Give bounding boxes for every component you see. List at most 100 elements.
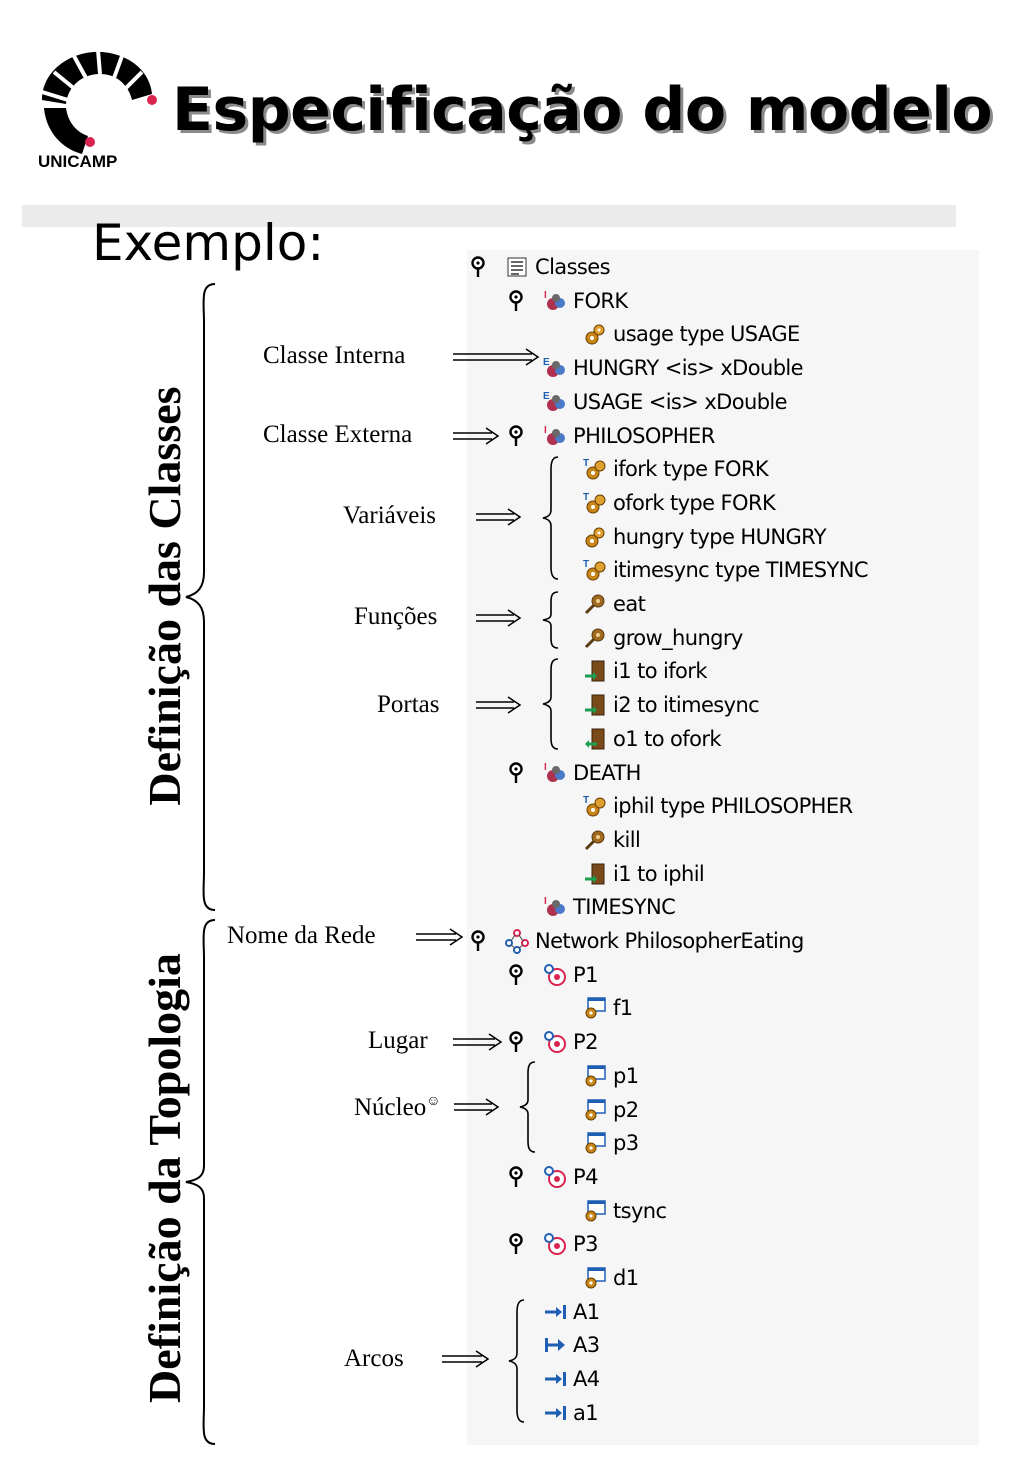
tree-node[interactable]: P3	[543, 1229, 598, 1259]
tree-node-label: eat	[613, 592, 646, 616]
topology-brace	[185, 919, 216, 1445]
tree-node-label: Network PhilosopherEating	[535, 929, 804, 953]
svg-text:T: T	[583, 559, 589, 570]
arc-icon	[543, 1367, 567, 1391]
kernel-icon	[583, 1266, 607, 1290]
tree-node[interactable]: P2	[543, 1027, 598, 1057]
tree-node-label: grow_hungry	[613, 626, 743, 650]
tree-node[interactable]: I DEATH	[543, 758, 641, 788]
tree-node-label: p1	[613, 1064, 639, 1088]
arc-alt-icon	[543, 1333, 567, 1357]
function-icon	[583, 592, 607, 616]
tree-node-label: tsync	[613, 1199, 667, 1223]
tree-node[interactable]: E HUNGRY <is> xDouble	[543, 353, 804, 383]
class-icon: I	[543, 424, 567, 448]
tree-node-label: DEATH	[573, 761, 641, 785]
tree-node[interactable]: A3	[543, 1330, 600, 1360]
tree-node[interactable]: P4	[543, 1162, 598, 1192]
network-icon	[505, 929, 529, 954]
tree-node[interactable]: grow_hungry	[583, 623, 743, 653]
tree-node[interactable]: E USAGE <is> xDouble	[543, 387, 788, 417]
tree-node[interactable]: i2 to itimesync	[583, 690, 760, 720]
tree-node-label: iphil type PHILOSOPHER	[613, 794, 853, 818]
tree-node-label: P1	[573, 963, 598, 987]
external-class-icon: E	[543, 390, 567, 414]
tree-node-label: P2	[573, 1030, 598, 1054]
annotation-classe-externa: Classe Externa	[263, 421, 413, 448]
expand-pin-icon[interactable]	[509, 762, 523, 784]
input-port-icon	[583, 693, 607, 717]
expand-pin-icon[interactable]	[509, 290, 523, 312]
tree-node-label: TIMESYNC	[573, 895, 676, 919]
tree-node-label: d1	[613, 1266, 639, 1290]
list-icon	[505, 255, 529, 279]
typed-variable-icon: T	[583, 794, 607, 818]
variables-brace	[542, 456, 559, 580]
tree-node[interactable]: p1	[583, 1061, 639, 1091]
tree-node[interactable]: usage type USAGE	[583, 319, 800, 349]
tree-node[interactable]: I FORK	[543, 286, 628, 316]
typed-variable-icon: T	[583, 457, 607, 481]
tree-node[interactable]: A4	[543, 1364, 600, 1394]
kernel-icon	[583, 1098, 607, 1122]
tree-node[interactable]: f1	[583, 993, 633, 1023]
tree-node[interactable]: a1	[543, 1398, 599, 1428]
tree-node-label: A1	[573, 1300, 600, 1324]
tree-node[interactable]: i1 to ifork	[583, 656, 708, 686]
unicamp-logo: UNICAMP	[32, 42, 162, 172]
input-port-icon	[583, 862, 607, 886]
expand-pin-icon[interactable]	[509, 1166, 523, 1188]
tree-node[interactable]: d1	[583, 1263, 639, 1293]
ports-brace	[542, 658, 559, 750]
tree-node[interactable]: i1 to iphil	[583, 859, 705, 889]
annotation-lugar: Lugar	[368, 1027, 428, 1054]
tree-node[interactable]: hungry type HUNGRY	[583, 522, 827, 552]
function-icon	[583, 626, 607, 650]
tree-node[interactable]: Classes	[505, 252, 611, 282]
function-icon	[583, 828, 607, 852]
tree-node-label: i1 to iphil	[613, 862, 705, 886]
tree-node-label: i2 to itimesync	[613, 693, 760, 717]
tree-node-label: ofork type FORK	[613, 491, 776, 515]
title-divider	[22, 205, 956, 227]
expand-pin-icon[interactable]	[509, 425, 523, 447]
tree-node[interactable]: A1	[543, 1297, 600, 1327]
tree-node-label: P4	[573, 1165, 598, 1189]
tree-node[interactable]: I PHILOSOPHER	[543, 421, 715, 451]
expand-pin-icon[interactable]	[509, 1031, 523, 1053]
input-port-icon	[583, 659, 607, 683]
tree-node[interactable]: P1	[543, 960, 598, 990]
tree-node[interactable]: p3	[583, 1128, 639, 1158]
tree-node[interactable]: kill	[583, 825, 641, 855]
output-port-icon	[583, 727, 607, 751]
tree-node[interactable]: o1 to ofork	[583, 724, 722, 754]
tree-node[interactable]: p2	[583, 1095, 639, 1125]
class-icon: I	[543, 761, 567, 785]
tree-node[interactable]: eat	[583, 589, 646, 619]
functions-brace	[542, 591, 559, 649]
expand-pin-icon[interactable]	[471, 930, 485, 952]
expand-pin-icon[interactable]	[509, 964, 523, 986]
tree-node-label: ifork type FORK	[613, 457, 769, 481]
tree-node-label: A4	[573, 1367, 600, 1391]
tree-node-label: a1	[573, 1401, 599, 1425]
tree-node-label: kill	[613, 828, 641, 852]
annotation-variaveis: Variáveis	[343, 502, 437, 529]
svg-text:E: E	[543, 357, 550, 368]
tree-node[interactable]: I TIMESYNC	[543, 892, 676, 922]
nucleo-label: Núcleo	[354, 1094, 427, 1121]
tree-node[interactable]: Network PhilosopherEating	[505, 926, 804, 956]
arcs-brace	[508, 1299, 525, 1423]
svg-text:I: I	[544, 290, 547, 301]
expand-pin-icon[interactable]	[471, 256, 485, 278]
annotation-nucleo: Núcleo☺	[354, 1094, 441, 1122]
arc-icon	[543, 1300, 567, 1324]
tree-node-label: hungry type HUNGRY	[613, 525, 827, 549]
tree-node[interactable]: tsync	[583, 1196, 667, 1226]
tree-node-label: Classes	[535, 255, 611, 279]
expand-pin-icon[interactable]	[509, 1233, 523, 1255]
